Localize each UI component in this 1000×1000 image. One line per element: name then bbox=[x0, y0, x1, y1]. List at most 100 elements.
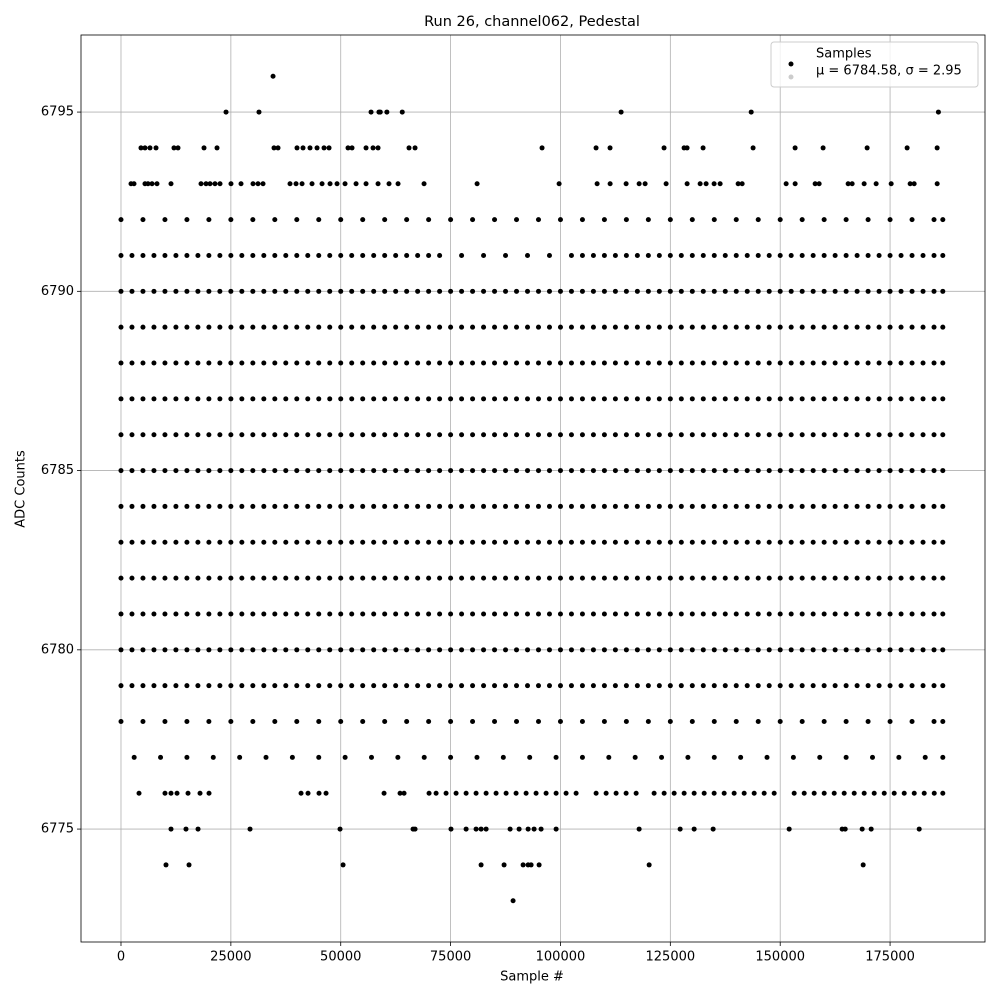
x-tick-label: 0 bbox=[117, 950, 125, 965]
data-point bbox=[645, 539, 651, 545]
data-point bbox=[514, 396, 520, 402]
data-point bbox=[887, 503, 893, 509]
data-point bbox=[931, 503, 937, 509]
data-point bbox=[437, 468, 443, 474]
data-point bbox=[129, 288, 135, 294]
data-point bbox=[667, 683, 673, 689]
data-point bbox=[426, 360, 432, 366]
data-point bbox=[843, 611, 849, 617]
data-point bbox=[360, 252, 366, 258]
data-point bbox=[557, 647, 563, 653]
data-point bbox=[931, 790, 937, 796]
data-point bbox=[931, 288, 937, 294]
data-point bbox=[777, 647, 783, 653]
data-point bbox=[217, 683, 223, 689]
data-point bbox=[210, 754, 216, 760]
data-point bbox=[261, 252, 267, 258]
data-point bbox=[801, 790, 807, 796]
data-point bbox=[623, 360, 629, 366]
data-point bbox=[821, 683, 827, 689]
data-point bbox=[557, 611, 563, 617]
data-point bbox=[131, 754, 137, 760]
data-point bbox=[860, 862, 866, 868]
data-point bbox=[406, 145, 412, 151]
data-point bbox=[272, 683, 278, 689]
data-point bbox=[129, 396, 135, 402]
data-point bbox=[717, 181, 723, 187]
data-point bbox=[859, 826, 865, 832]
data-point bbox=[876, 611, 882, 617]
data-point bbox=[557, 324, 563, 330]
data-point bbox=[700, 503, 706, 509]
data-point bbox=[881, 790, 887, 796]
data-point bbox=[535, 719, 541, 725]
data-point bbox=[865, 432, 871, 438]
data-point bbox=[321, 145, 327, 151]
data-point bbox=[415, 432, 421, 438]
data-point bbox=[546, 324, 552, 330]
data-point bbox=[940, 360, 946, 366]
data-point bbox=[131, 181, 137, 187]
data-point bbox=[931, 217, 937, 223]
data-point bbox=[327, 683, 333, 689]
data-point bbox=[514, 503, 520, 509]
data-point bbox=[371, 503, 377, 509]
data-point bbox=[173, 252, 179, 258]
data-point bbox=[198, 181, 204, 187]
data-point bbox=[448, 611, 454, 617]
data-point bbox=[371, 432, 377, 438]
data-point bbox=[217, 360, 223, 366]
data-point bbox=[689, 647, 695, 653]
data-point bbox=[623, 432, 629, 438]
data-point bbox=[272, 539, 278, 545]
data-point bbox=[481, 432, 487, 438]
data-point bbox=[174, 790, 180, 796]
data-point bbox=[525, 324, 531, 330]
data-point bbox=[363, 181, 369, 187]
legend: Samples μ = 6784.58, σ = 2.95 bbox=[770, 41, 979, 88]
data-point bbox=[601, 217, 607, 223]
data-point bbox=[426, 575, 432, 581]
data-point bbox=[404, 468, 410, 474]
data-point bbox=[386, 181, 392, 187]
data-point bbox=[865, 719, 871, 725]
data-point bbox=[206, 468, 212, 474]
data-point bbox=[579, 503, 585, 509]
axes-frame bbox=[80, 34, 986, 943]
data-point bbox=[426, 324, 432, 330]
data-point bbox=[360, 288, 366, 294]
data-point bbox=[421, 754, 427, 760]
data-point bbox=[579, 360, 585, 366]
data-point bbox=[250, 539, 256, 545]
data-point bbox=[711, 575, 717, 581]
data-point bbox=[909, 432, 915, 438]
data-point bbox=[470, 647, 476, 653]
data-point bbox=[382, 503, 388, 509]
data-point bbox=[393, 539, 399, 545]
data-point bbox=[535, 611, 541, 617]
data-point bbox=[634, 468, 640, 474]
data-point bbox=[590, 324, 596, 330]
data-point bbox=[744, 360, 750, 366]
data-point bbox=[481, 683, 487, 689]
data-point bbox=[162, 432, 168, 438]
data-point bbox=[711, 432, 717, 438]
data-point bbox=[426, 432, 432, 438]
data-point bbox=[909, 288, 915, 294]
data-point bbox=[645, 217, 651, 223]
data-point bbox=[184, 288, 190, 294]
data-point bbox=[319, 181, 325, 187]
data-point bbox=[733, 647, 739, 653]
data-point bbox=[535, 360, 541, 366]
data-point bbox=[382, 217, 388, 223]
data-point bbox=[162, 396, 168, 402]
data-point bbox=[722, 683, 728, 689]
data-point bbox=[711, 611, 717, 617]
data-point bbox=[832, 647, 838, 653]
data-point bbox=[920, 288, 926, 294]
data-point bbox=[865, 468, 871, 474]
data-point bbox=[272, 324, 278, 330]
data-point bbox=[766, 503, 772, 509]
data-point bbox=[755, 288, 761, 294]
data-point bbox=[173, 288, 179, 294]
